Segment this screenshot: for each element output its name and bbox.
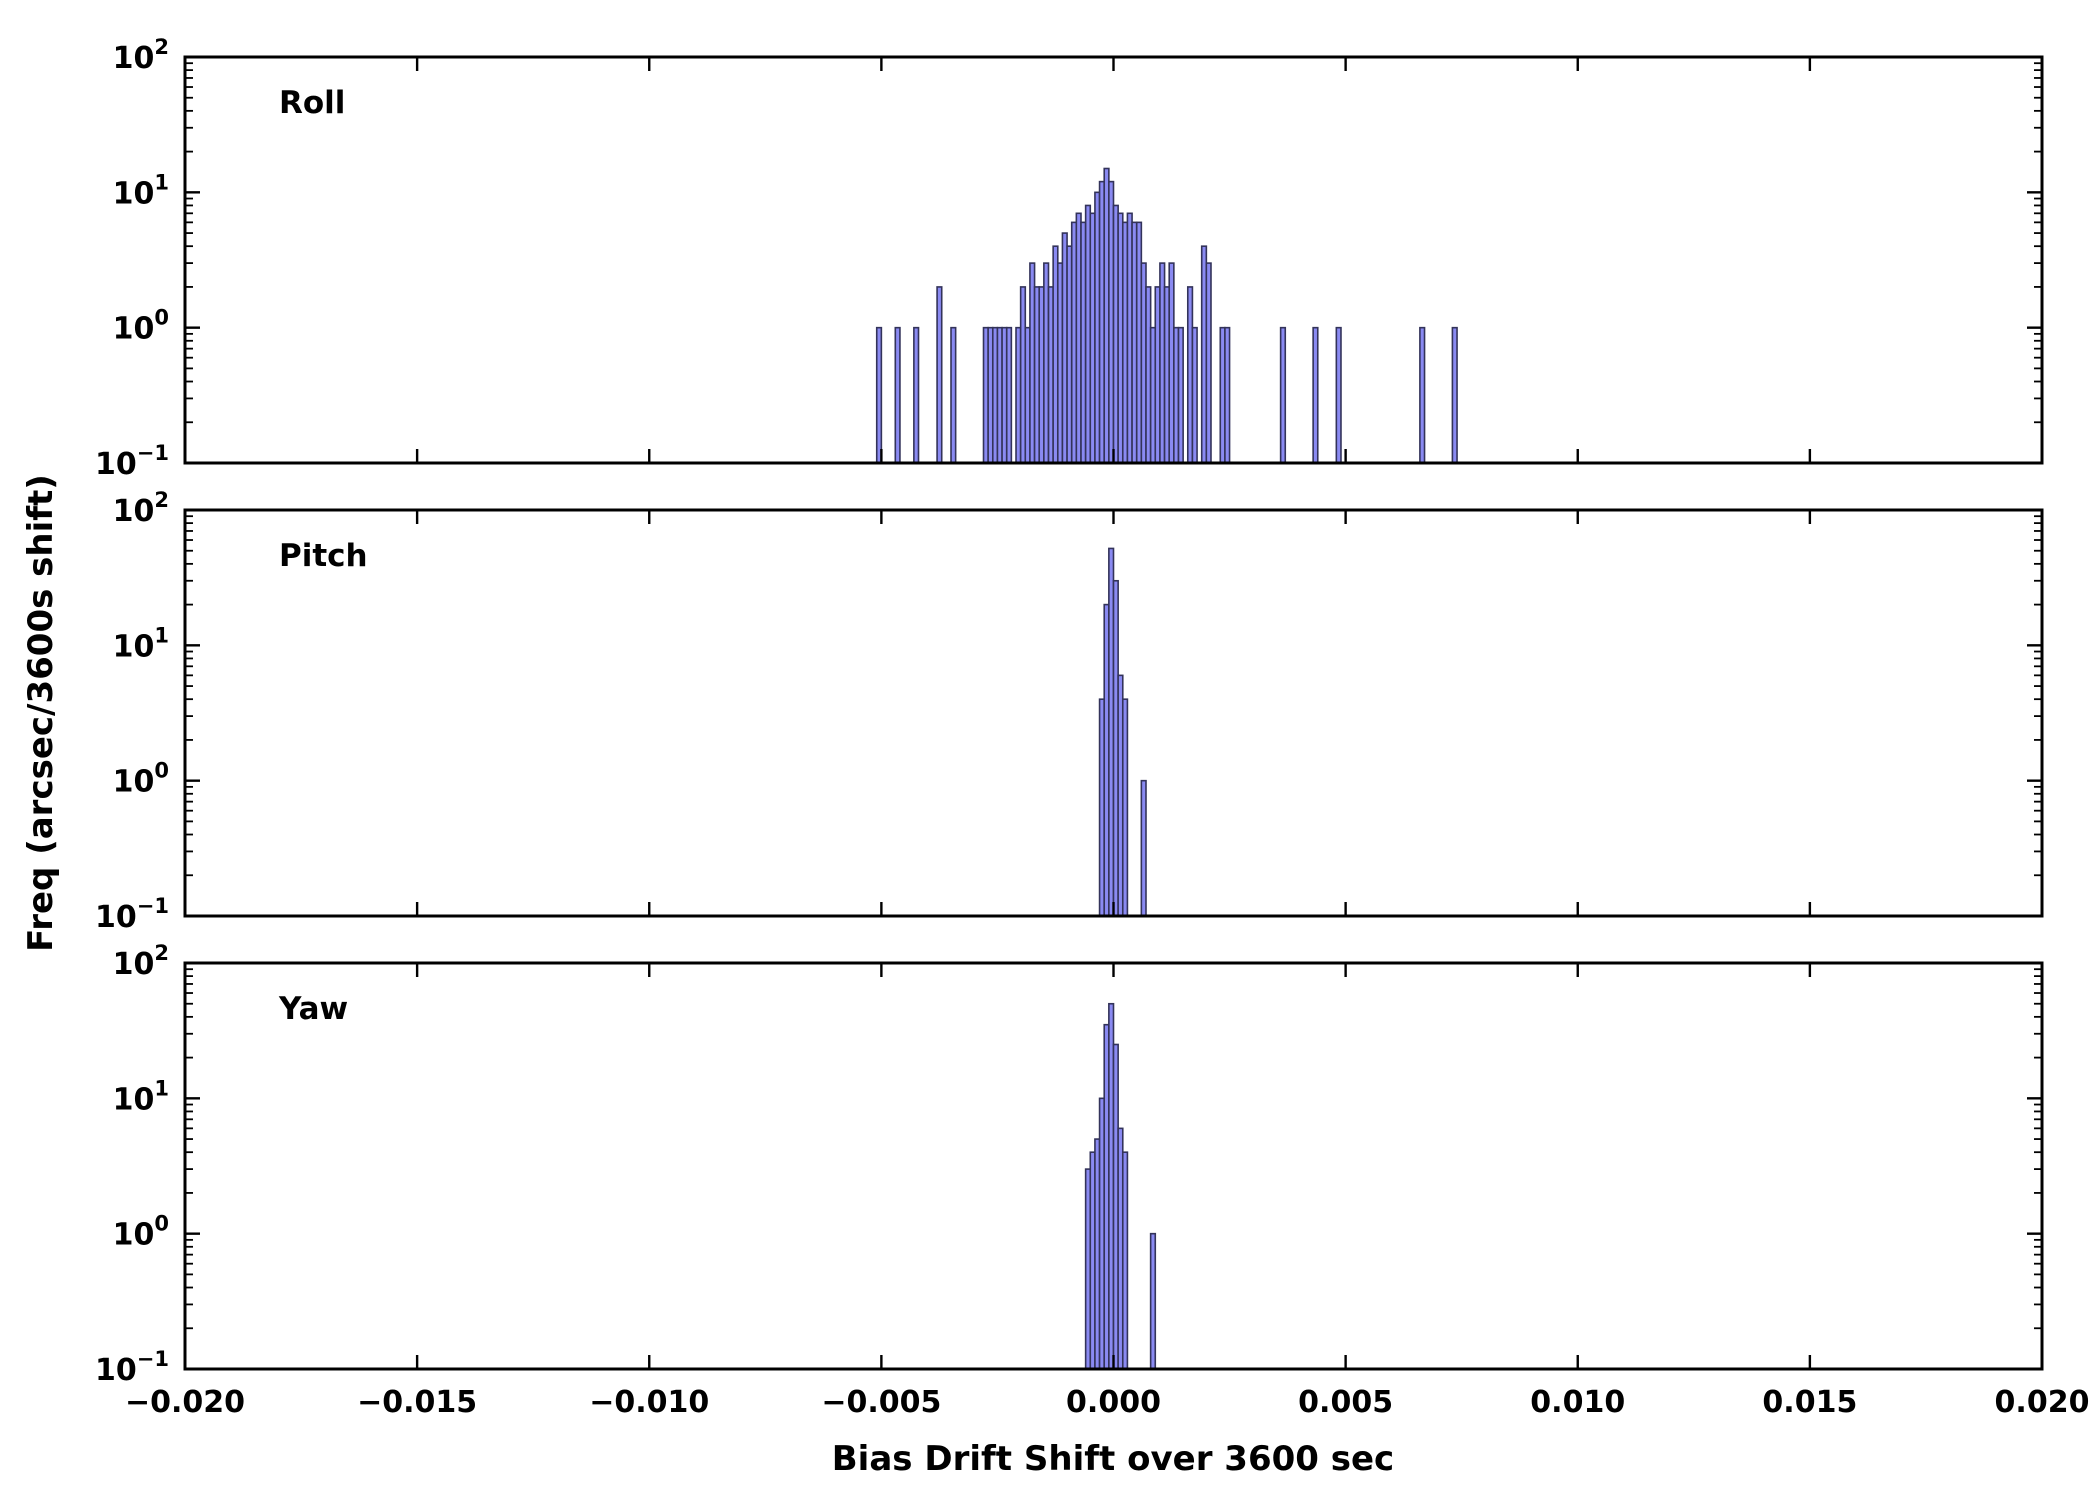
histogram-bar xyxy=(1149,1232,1157,1370)
y-tick-label: 10−1 xyxy=(95,894,169,935)
histogram-bar xyxy=(1224,326,1231,464)
y-tick-label: 101 xyxy=(113,1076,169,1117)
y-tick-label: 102 xyxy=(113,35,169,76)
y-tick-label: 100 xyxy=(113,306,169,347)
histogram-bar xyxy=(1451,326,1458,464)
histogram-bar xyxy=(1312,326,1319,464)
histogram-bar xyxy=(913,326,920,464)
y-tick-label: 101 xyxy=(113,170,169,211)
x-tick-label: 0.005 xyxy=(1298,1385,1393,1420)
histogram-bar xyxy=(1419,326,1426,464)
panel-roll: 10−1 100 101 102 Roll xyxy=(95,35,2044,482)
histogram-bar xyxy=(1005,326,1013,464)
panel-title-yaw: Yaw xyxy=(278,991,348,1027)
y-tick-label: 102 xyxy=(113,488,169,529)
x-tick-label: −0.010 xyxy=(589,1385,709,1420)
histogram-bar xyxy=(950,326,957,464)
y-tick-label: 100 xyxy=(113,1212,169,1253)
histogram-bar xyxy=(1335,326,1342,464)
x-tick-label: 0.015 xyxy=(1762,1385,1857,1420)
histogram-bars xyxy=(875,167,1458,464)
x-axis-label: Bias Drift Shift over 3600 sec xyxy=(832,1439,1394,1479)
histogram-bar xyxy=(1177,326,1184,464)
histogram-bar xyxy=(1191,326,1198,464)
histogram-bar xyxy=(1140,779,1147,917)
x-tick-label: 0.000 xyxy=(1066,1385,1161,1420)
panel-yaw: 10−1 100 101 102 Yaw −0.020 −0.015 −0.010 −0.005… xyxy=(95,941,2089,1420)
x-tick-label: 0.020 xyxy=(1995,1385,2090,1420)
x-tick-label: −0.005 xyxy=(821,1385,941,1420)
y-tick-label: 10−1 xyxy=(95,1347,169,1388)
histogram-bar xyxy=(1121,698,1129,917)
panel-title-roll: Roll xyxy=(279,85,345,121)
y-tick-label: 102 xyxy=(113,941,169,982)
y-tick-label: 10−1 xyxy=(95,441,169,482)
y-axis-label: Freq (arcsec/3600s shift) xyxy=(21,474,61,952)
x-tick-label: −0.015 xyxy=(357,1385,477,1420)
histogram-bar xyxy=(1121,1151,1129,1370)
histogram-bars xyxy=(1098,547,1147,917)
x-tick-label: 0.010 xyxy=(1530,1385,1625,1420)
x-tick-label: −0.020 xyxy=(125,1385,245,1420)
panel-title-pitch: Pitch xyxy=(279,538,368,574)
histogram-bar xyxy=(875,326,883,464)
panel-pitch: 10−1 100 101 102 Pitch xyxy=(95,488,2044,935)
histogram-bar xyxy=(894,326,901,464)
panels: 10−1100101102Roll10−1100101102Pitch10−11… xyxy=(95,35,2089,1420)
histogram-bars xyxy=(1084,1002,1157,1370)
y-tick-label: 100 xyxy=(113,759,169,800)
histogram-bar xyxy=(1205,262,1212,464)
histogram-bar xyxy=(936,286,943,464)
y-tick-label: 101 xyxy=(113,623,169,664)
histogram-bar xyxy=(1279,326,1287,464)
